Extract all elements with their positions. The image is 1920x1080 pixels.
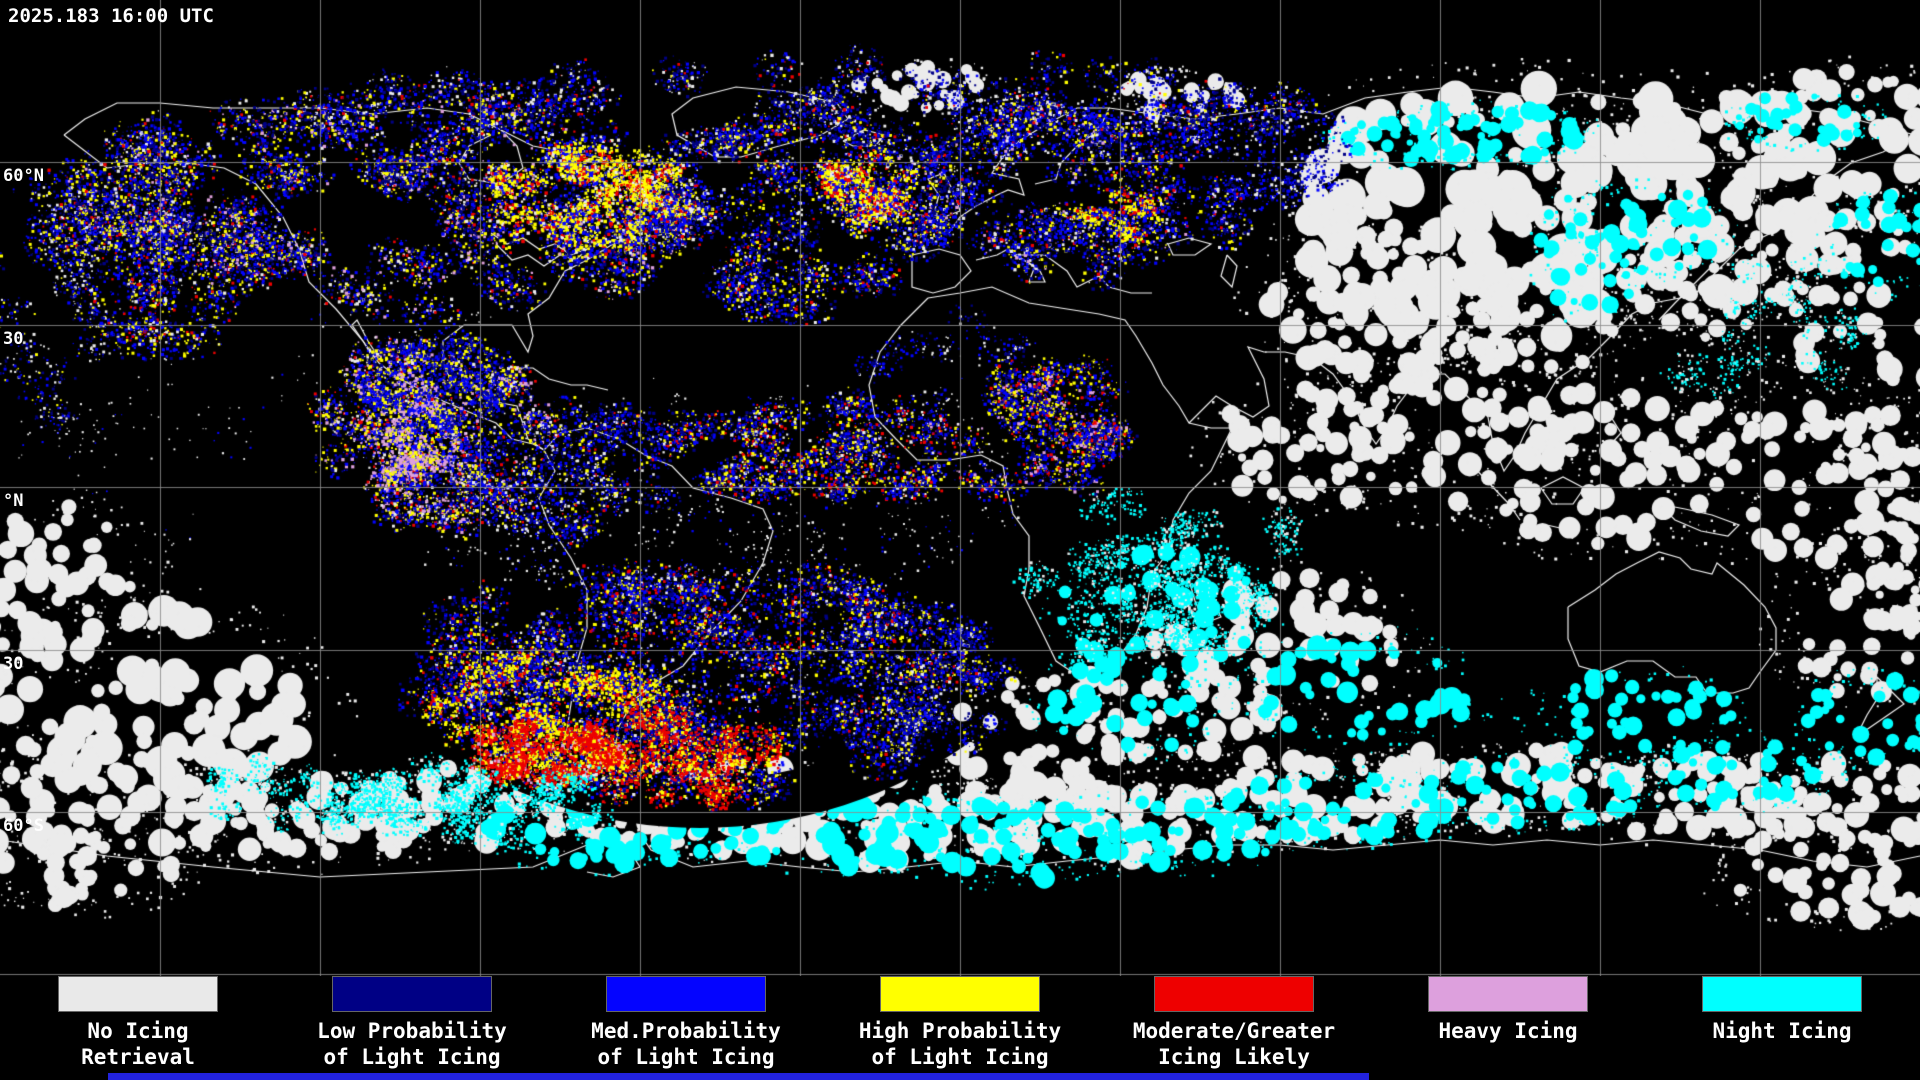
bottom-strip (108, 1073, 1369, 1080)
legend-swatch (332, 976, 492, 1012)
legend-label: Med.Probability of Light Icing (591, 1019, 781, 1069)
legend-label: Heavy Icing (1438, 1019, 1578, 1043)
latitude-label: 30 (3, 654, 24, 674)
legend-swatch (606, 976, 766, 1012)
latitude-label: 60°N (3, 166, 44, 186)
latitude-label: °N (3, 491, 24, 511)
legend-item-5: Moderate/Greater Icing Likely (1108, 976, 1360, 1070)
legend-item-4: High Probability of Light Icing (834, 976, 1086, 1070)
legend-bar: No Icing Retrieval Low Probability of Light… (0, 976, 1920, 1080)
legend-label: Low Probability of Light Icing (317, 1019, 507, 1069)
legend-item-6: Heavy Icing (1382, 976, 1634, 1044)
legend-swatch (58, 976, 218, 1012)
latitude-label: 30 (3, 329, 24, 349)
legend-item-7: Night Icing (1656, 976, 1908, 1044)
legend-swatch (1702, 976, 1862, 1012)
legend-label: High Probability of Light Icing (858, 1019, 1062, 1069)
legend-swatch (880, 976, 1040, 1012)
map-area: 2025.183 16:00 UTC 60°N 30 °N 30 60°S (0, 0, 1920, 976)
satellite-icing-map (0, 0, 1920, 976)
legend-item-2: Low Probability of Light Icing (286, 976, 538, 1070)
legend-swatch (1154, 976, 1314, 1012)
legend-label: Moderate/Greater Icing Likely (1132, 1019, 1336, 1069)
legend-item-3: Med.Probability of Light Icing (560, 976, 812, 1070)
legend-label: Night Icing (1712, 1019, 1852, 1043)
legend-item-1: No Icing Retrieval (12, 976, 264, 1070)
latitude-label: 60°S (3, 816, 44, 836)
legend-swatch (1428, 976, 1588, 1012)
timestamp-label: 2025.183 16:00 UTC (8, 5, 214, 27)
legend-label: No Icing Retrieval (81, 1019, 195, 1069)
